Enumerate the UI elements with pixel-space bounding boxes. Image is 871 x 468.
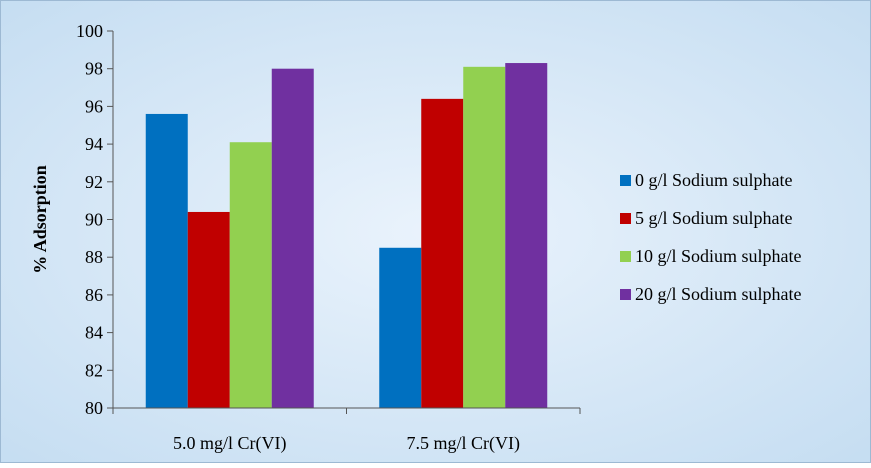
legend-label: 5 g/l Sodium sulphate <box>635 208 793 228</box>
y-tick-label: 94 <box>85 134 103 154</box>
y-tick-label: 88 <box>85 247 103 267</box>
y-tick-label: 86 <box>85 285 103 305</box>
legend-label: 20 g/l Sodium sulphate <box>635 284 802 304</box>
bar-1-1 <box>145 113 188 408</box>
y-tick-label: 100 <box>76 21 103 41</box>
y-axis-title: % Adsorption <box>30 165 50 274</box>
y-tick-label: 90 <box>85 210 103 230</box>
y-tick-label: 80 <box>85 398 103 418</box>
y-tick-label: 92 <box>85 172 103 192</box>
bar-4-1 <box>271 68 314 408</box>
legend-swatch <box>620 175 631 186</box>
x-category-label: 5.0 mg/l Cr(VI) <box>173 433 286 454</box>
y-tick-label: 98 <box>85 59 103 79</box>
legend-swatch <box>620 289 631 300</box>
legend-label: 0 g/l Sodium sulphate <box>635 170 793 190</box>
bar-3-2 <box>463 66 506 408</box>
bar-2-1 <box>187 211 230 408</box>
y-tick-label: 96 <box>85 96 103 116</box>
legend-swatch <box>620 251 631 262</box>
legend-label: 10 g/l Sodium sulphate <box>635 246 802 266</box>
bar-3-1 <box>229 142 272 408</box>
bar-4-2 <box>505 63 548 409</box>
bar-2-2 <box>421 98 464 409</box>
y-tick-label: 82 <box>85 360 103 380</box>
y-tick-label: 84 <box>85 323 103 343</box>
legend-swatch <box>620 213 631 224</box>
x-category-label: 7.5 mg/l Cr(VI) <box>407 433 520 454</box>
bar-1-2 <box>379 247 422 408</box>
